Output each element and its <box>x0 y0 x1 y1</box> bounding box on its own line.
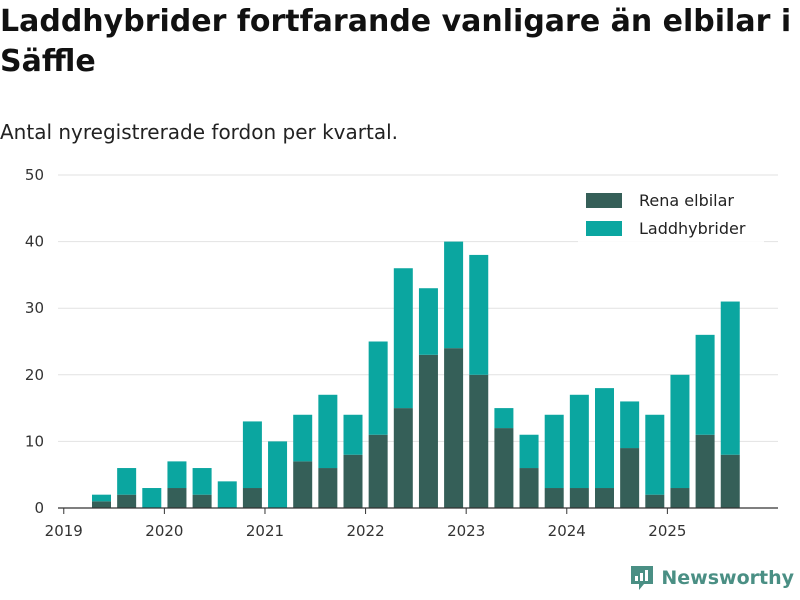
bar-laddhybrider <box>343 414 363 455</box>
bar-rena-elbilar <box>418 354 438 508</box>
x-tick-label: 2022 <box>346 522 384 540</box>
bar-laddhybrider <box>444 241 464 349</box>
bar-rena-elbilar <box>192 494 212 508</box>
bar-laddhybrider <box>418 288 438 355</box>
bar-rena-elbilar <box>494 428 514 508</box>
bar-laddhybrider <box>217 481 237 508</box>
bar-rena-elbilar <box>569 488 589 508</box>
legend-label: Rena elbilar <box>639 191 734 210</box>
bar-laddhybrider <box>720 301 740 455</box>
bar-rena-elbilar <box>393 408 413 508</box>
legend-swatch <box>586 193 622 208</box>
bar-laddhybrider <box>268 441 288 508</box>
bar-rena-elbilar <box>544 488 564 508</box>
bar-rena-elbilar <box>519 468 539 508</box>
bar-laddhybrider <box>569 394 589 489</box>
bar-rena-elbilar <box>117 494 137 508</box>
bar-rena-elbilar <box>620 448 640 508</box>
bar-rena-elbilar <box>242 488 262 508</box>
bar-laddhybrider <box>368 341 388 435</box>
bar-rena-elbilar <box>368 434 388 508</box>
y-tick-label: 40 <box>25 233 44 251</box>
legend-swatch <box>586 221 622 236</box>
newsworthy-logo-icon <box>631 566 654 590</box>
bar-laddhybrider <box>620 401 640 449</box>
bar-laddhybrider <box>393 268 413 409</box>
bar-laddhybrider <box>519 434 539 469</box>
x-tick-label: 2019 <box>45 522 83 540</box>
bar-rena-elbilar <box>444 348 464 508</box>
bar-rena-elbilar <box>595 488 614 508</box>
bar-laddhybrider <box>670 374 690 489</box>
bar-laddhybrider <box>318 394 338 469</box>
y-tick-label: 10 <box>25 432 44 450</box>
x-tick-label: 2021 <box>246 522 284 540</box>
bar-rena-elbilar <box>695 434 715 508</box>
x-tick-label: 2024 <box>548 522 586 540</box>
bar-laddhybrider <box>544 414 564 489</box>
y-tick-label: 30 <box>25 299 44 317</box>
brand-name: Newsworthy <box>661 567 794 589</box>
legend-label: Laddhybrider <box>639 219 746 238</box>
bar-laddhybrider <box>494 408 514 429</box>
bar-laddhybrider <box>595 388 614 489</box>
bar-laddhybrider <box>469 254 489 375</box>
bar-rena-elbilar <box>318 468 338 508</box>
x-tick-label: 2020 <box>145 522 183 540</box>
y-tick-label: 50 <box>25 166 44 184</box>
bar-laddhybrider <box>167 461 187 489</box>
x-tick-label: 2025 <box>648 522 686 540</box>
bar-rena-elbilar <box>670 488 690 508</box>
x-tick-label: 2023 <box>447 522 485 540</box>
bar-laddhybrider <box>192 468 212 495</box>
bar-rena-elbilar <box>293 461 313 508</box>
y-tick-label: 20 <box>25 366 44 384</box>
bar-laddhybrider <box>142 488 162 508</box>
bar-rena-elbilar <box>720 454 740 508</box>
bar-laddhybrider <box>695 334 715 435</box>
bar-rena-elbilar <box>645 494 665 508</box>
bar-laddhybrider <box>242 421 262 489</box>
chart-subtitle: Antal nyregistrerade fordon per kvartal. <box>0 120 399 144</box>
bar-rena-elbilar <box>469 374 489 508</box>
bar-laddhybrider <box>645 414 665 495</box>
brand-logo: Newsworthy <box>629 564 794 592</box>
bar-laddhybrider <box>92 494 111 502</box>
bar-rena-elbilar <box>167 488 187 508</box>
bar-laddhybrider <box>117 468 137 495</box>
bar-rena-elbilar <box>92 501 111 508</box>
bar-rena-elbilar <box>343 454 363 508</box>
y-tick-label: 0 <box>34 499 44 517</box>
chart-title: Laddhybrider fortfarande vanligare än el… <box>0 4 792 79</box>
bar-laddhybrider <box>293 414 313 462</box>
